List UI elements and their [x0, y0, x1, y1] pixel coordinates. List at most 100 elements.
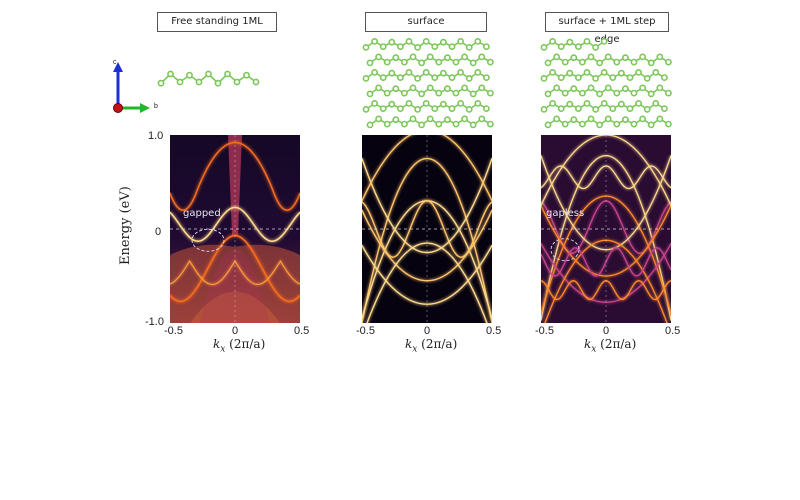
atom — [553, 115, 560, 123]
atom — [609, 105, 617, 112]
atom — [448, 105, 456, 112]
atom — [656, 115, 664, 123]
atom — [414, 43, 421, 51]
atom — [566, 38, 574, 46]
atom — [596, 59, 603, 67]
atom — [186, 71, 193, 79]
atom — [414, 74, 421, 82]
atom — [371, 38, 378, 45]
atom — [600, 38, 608, 45]
x-tick-label: -0.5 — [356, 325, 375, 337]
atom — [371, 100, 378, 107]
band-structure-free-standing — [170, 135, 300, 323]
atom — [647, 59, 655, 67]
atom — [474, 69, 482, 76]
atom — [553, 53, 560, 61]
atom — [474, 100, 482, 107]
atom — [540, 43, 548, 51]
atom — [366, 121, 374, 129]
atom — [600, 100, 608, 107]
atom — [635, 69, 642, 76]
atom — [452, 58, 460, 66]
atom — [630, 89, 638, 97]
atom — [592, 43, 599, 51]
x-tick-label: 0.5 — [486, 325, 502, 337]
atom — [549, 69, 556, 76]
atom — [440, 69, 447, 77]
atom — [592, 74, 599, 82]
atom — [486, 89, 494, 97]
atom — [557, 74, 565, 81]
atom — [587, 115, 595, 123]
atom — [652, 69, 660, 76]
step-band-4 — [541, 155, 671, 251]
atom — [575, 105, 582, 112]
atom — [469, 121, 477, 129]
atom — [397, 105, 404, 112]
x-axis-label: kx (2π/a) — [405, 337, 458, 355]
atom — [444, 116, 451, 124]
surface-band-7 — [362, 135, 492, 202]
atom — [409, 115, 417, 123]
atom — [570, 54, 578, 62]
atom — [435, 58, 443, 66]
atom — [549, 38, 556, 45]
atom — [557, 43, 565, 50]
atom — [483, 105, 490, 112]
surface-band-6 — [362, 244, 492, 305]
atom — [613, 58, 621, 66]
atom — [457, 100, 464, 107]
atom — [622, 85, 629, 93]
coordinate-axes-icon — [113, 62, 150, 113]
atom — [544, 121, 552, 129]
atom — [561, 89, 569, 97]
atom — [366, 59, 374, 67]
atom — [388, 100, 396, 108]
atom — [233, 78, 241, 86]
atom — [431, 105, 439, 112]
atom — [540, 105, 548, 113]
atom — [486, 120, 494, 128]
atom — [422, 38, 430, 45]
atom — [465, 74, 473, 82]
band-structure-step-edge — [541, 135, 671, 323]
atom — [639, 84, 646, 92]
atom — [457, 38, 464, 45]
surface-band — [170, 206, 300, 242]
x-tick-label: -0.5 — [164, 325, 183, 337]
x-axis-label: kx (2π/a) — [584, 337, 637, 355]
atom — [575, 43, 582, 50]
bulk-continuum — [170, 244, 300, 323]
atom — [483, 43, 490, 50]
surface-band-4 — [362, 157, 492, 254]
atom — [609, 74, 617, 81]
atom — [570, 85, 578, 93]
atom — [388, 38, 396, 46]
atom — [214, 79, 222, 87]
atom — [643, 105, 651, 113]
atom — [613, 89, 621, 97]
atom — [544, 90, 552, 98]
atom — [452, 120, 460, 128]
atom — [587, 84, 595, 92]
atom — [362, 74, 370, 82]
atom — [457, 69, 464, 76]
atom — [405, 69, 413, 76]
atom — [379, 105, 387, 112]
atom — [435, 120, 443, 128]
atom — [409, 53, 417, 61]
x-tick-label: 0 — [424, 325, 431, 337]
x-axis-label: kx (2π/a) — [213, 337, 266, 355]
atom — [366, 90, 374, 98]
atom — [397, 43, 404, 50]
atom — [557, 105, 565, 112]
axis-c-label: c — [113, 59, 117, 66]
atom — [613, 120, 621, 128]
atom — [469, 90, 477, 98]
atom — [431, 74, 439, 81]
atom — [426, 115, 434, 123]
panel-title-free-standing: Free standing 1ML — [157, 12, 277, 32]
atom — [422, 69, 430, 76]
atom — [618, 69, 625, 77]
atom — [392, 54, 400, 62]
